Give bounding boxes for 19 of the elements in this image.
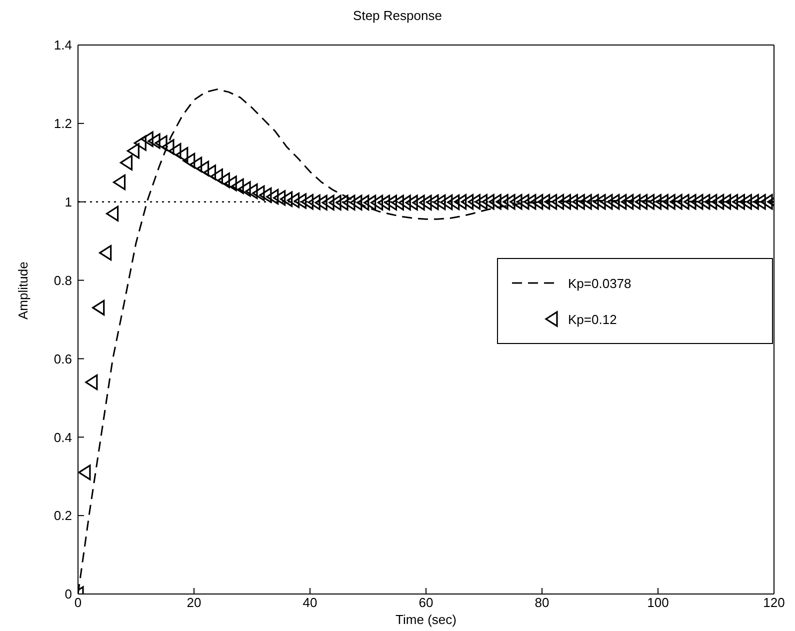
- y-tick-label: 0.8: [54, 272, 72, 288]
- y-tick-label: 1.2: [54, 116, 72, 132]
- y-tick-label: 0.2: [54, 508, 72, 524]
- legend-label: Kp=0.0378: [568, 276, 632, 290]
- chart-title: Step Response: [352, 8, 443, 24]
- x-tick-label: 120: [763, 595, 785, 610]
- y-tick-label: 1: [64, 194, 72, 210]
- x-tick-label: 80: [534, 595, 550, 610]
- x-tick-label: 20: [186, 595, 202, 610]
- legend-label: Kp=0.12: [568, 312, 617, 326]
- x-axis-title: Time (sec): [396, 612, 456, 627]
- y-axis-title: Amplitude: [16, 262, 31, 320]
- x-tick-label: 0: [74, 595, 82, 610]
- y-tick-label: 0.6: [54, 351, 72, 366]
- y-tick-label: 0.4: [54, 430, 72, 445]
- x-tick-label: 60: [418, 595, 434, 610]
- y-tick-label: 1.4: [54, 38, 72, 53]
- x-tick-label: 100: [647, 595, 669, 610]
- x-tick-label: 40: [302, 595, 318, 610]
